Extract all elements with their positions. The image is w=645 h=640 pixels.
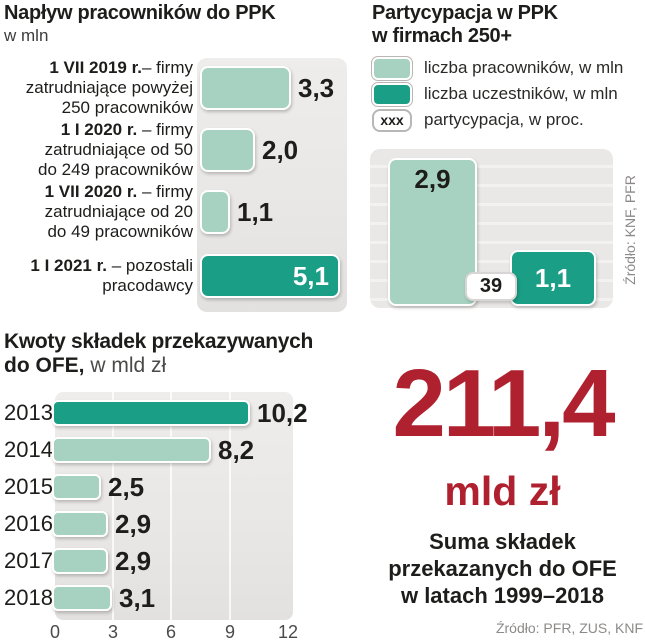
- legend-item: liczba pracowników, w mln: [371, 55, 624, 81]
- ofe-bar-value: 2,9: [115, 508, 152, 539]
- inflow-bar-label: 1 I 2020 r. – firmy zatrudniające od 50 do…: [38, 120, 193, 179]
- summary-source: Źródło: PFR, ZUS, KNF: [495, 620, 643, 636]
- chart-ofe-title-bold: do OFE,: [4, 354, 85, 377]
- ofe-bar: [52, 585, 112, 611]
- ofe-bar-row: 2017 2,9: [4, 544, 151, 578]
- chart-inflow-subtitle: w mln: [4, 26, 49, 45]
- ofe-bar-row: 2014 8,2: [4, 433, 254, 467]
- legend-item: xxx partycypacja, w proc.: [372, 108, 584, 132]
- ofe-gridline: [112, 392, 114, 620]
- inflow-bar-value: 3,3: [298, 72, 335, 103]
- inflow-bar: [200, 190, 230, 234]
- ofe-bar-value: 10,2: [257, 397, 308, 428]
- legend-label: partycypacja, w proc.: [424, 110, 584, 129]
- legend-swatch-light-icon: [371, 55, 413, 81]
- summary-caption-line3: w latach 1999–2018: [400, 583, 605, 608]
- inflow-bar-label: 1 VII 2020 r. – firmy zatrudniające od 20…: [44, 182, 193, 241]
- chart-participation-section: Partycypacja w PPK w firmach 250+ liczba…: [360, 0, 645, 322]
- ofe-x-tick: 6: [165, 622, 177, 640]
- ofe-x-tick: 12: [277, 622, 299, 640]
- ofe-bar-row: 2013 10,2: [4, 396, 308, 430]
- summary-section: 211,4 mld zł Suma składek przekazanych d…: [360, 322, 645, 640]
- ofe-year-label: 2015: [4, 474, 53, 499]
- legend-item: liczba uczestników, w mln: [371, 81, 618, 107]
- ofe-bar: [52, 511, 108, 537]
- ofe-bar: [52, 474, 101, 500]
- legend-swatch-xxx-icon: xxx: [372, 108, 412, 132]
- ofe-year-label: 2017: [4, 548, 53, 573]
- inflow-bar-row: 1 I 2021 r. – pozostali pracodawcy 5,1: [0, 246, 340, 306]
- ofe-bar-row: 2018 3,1: [4, 581, 155, 615]
- inflow-bar-value: 5,1: [292, 260, 329, 291]
- inflow-bar-value: 2,0: [262, 134, 299, 165]
- ofe-bar-value: 2,9: [115, 545, 152, 576]
- participation-percent-badge: 39: [465, 272, 517, 301]
- inflow-bar-label: 1 I 2021 r. – pozostali pracodawcy: [30, 256, 193, 295]
- chart-participation-source: Źródło: KNF, PFR: [622, 175, 638, 285]
- chart-ofe-plot-area: [55, 392, 293, 620]
- ofe-gridline: [170, 392, 172, 620]
- chart-ofe-title-unit: w mld zł: [84, 354, 167, 377]
- inflow-bar-row: 1 VII 2020 r. – firmy zatrudniające od 20…: [0, 182, 274, 242]
- inflow-bar-row: 1 I 2020 r. – firmy zatrudniające od 50 do…: [0, 120, 298, 180]
- ofe-year-label: 2016: [4, 511, 53, 536]
- inflow-bar: [200, 66, 291, 110]
- ofe-x-tick: 0: [49, 622, 61, 640]
- ofe-bar: [52, 437, 211, 463]
- ofe-bar-value: 8,2: [218, 434, 255, 465]
- inflow-bar-label: 1 VII 2019 r.– firmy zatrudniające powyże…: [25, 58, 193, 117]
- inflow-bar-value: 1,1: [237, 196, 274, 227]
- legend-label: liczba pracowników, w mln: [424, 58, 624, 77]
- legend-label: liczba uczestników, w mln: [424, 84, 618, 103]
- ofe-bar-row: 2016 2,9: [4, 507, 151, 541]
- chart-participation-title-line1: Partycypacja w PPK: [372, 2, 558, 24]
- summary-caption-line2: przekazanych do OFE: [388, 556, 617, 581]
- ofe-x-tick: 9: [224, 622, 236, 640]
- ofe-year-label: 2014: [4, 437, 53, 462]
- ofe-bar-value: 2,5: [108, 471, 145, 502]
- chart-ofe-title-line2: do OFE, w mld zł: [4, 354, 166, 378]
- summary-caption: Suma składek przekazanych do OFE w latac…: [360, 528, 645, 609]
- chart-participation-title-line2: w firmach 250+: [372, 25, 512, 47]
- inflow-bar-row: 1 VII 2019 r.– firmy zatrudniające powyże…: [0, 58, 334, 118]
- chart-ofe-title-line1: Kwoty składek przekazywanych: [4, 330, 314, 353]
- ofe-year-label: 2018: [4, 585, 53, 610]
- ofe-bar-row: 2015 2,5: [4, 470, 144, 504]
- participation-bar: 1,1: [510, 250, 596, 306]
- summary-caption-line1: Suma składek: [429, 529, 576, 554]
- legend-swatch-dark-icon: [371, 81, 413, 107]
- inflow-bar: [200, 128, 255, 172]
- ofe-year-label: 2013: [4, 400, 53, 425]
- chart-inflow-title: Napływ pracowników do PPK: [4, 2, 276, 24]
- ofe-x-tick: 3: [107, 622, 119, 640]
- summary-big-number: 211,4: [392, 350, 616, 457]
- ofe-gridline: [229, 392, 231, 620]
- participation-bar: 2,9: [388, 158, 477, 306]
- chart-ofe-section: Kwoty składek przekazywanych do OFE, w m…: [0, 322, 360, 640]
- ofe-bar-value: 3,1: [119, 582, 156, 613]
- ofe-bar: [52, 400, 250, 426]
- chart-inflow-section: Napływ pracowników do PPK w mln 1 VII 20…: [0, 0, 360, 322]
- inflow-bar: 5,1: [200, 254, 340, 298]
- summary-unit: mld zł: [444, 468, 561, 514]
- ofe-bar: [52, 548, 108, 574]
